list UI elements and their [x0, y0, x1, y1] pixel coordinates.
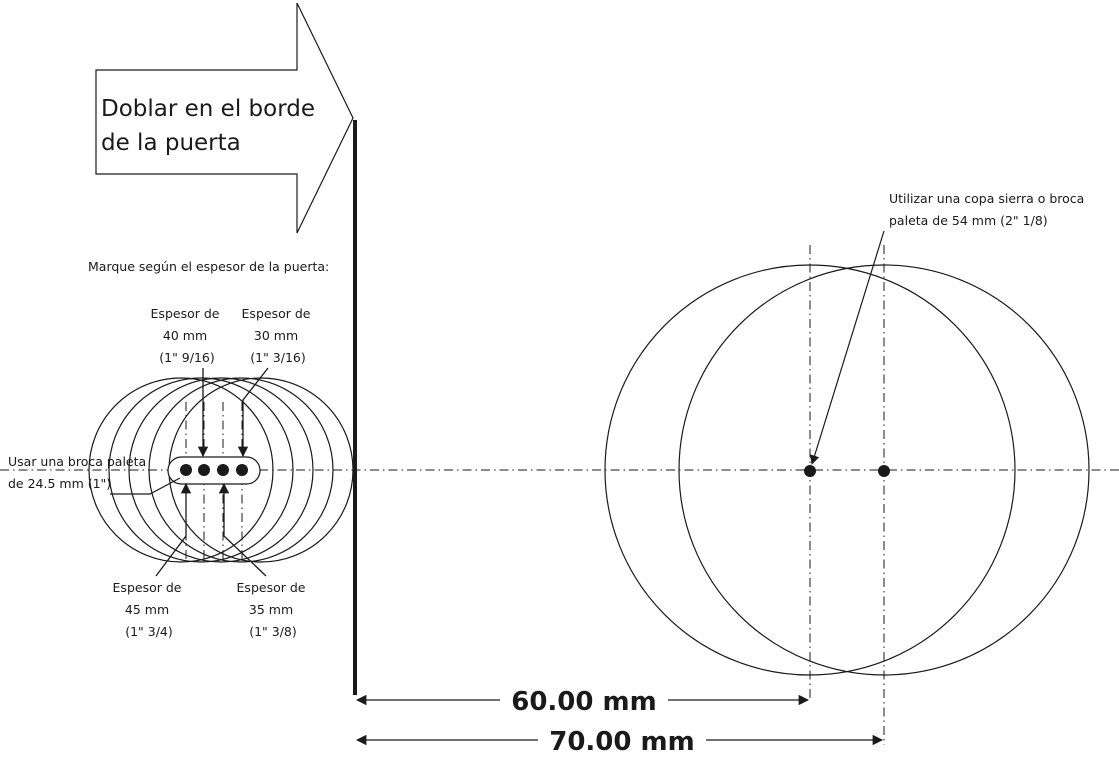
bore-points	[180, 464, 248, 476]
banner-line2: de la puerta	[101, 130, 241, 156]
small-bit-note-line2: de 24.5 mm (1")	[8, 476, 111, 491]
small-bit-leader	[110, 477, 181, 495]
large-bit-note-line2: paleta de 54 mm (2" 1/8)	[889, 213, 1048, 228]
label-35mm: Espesor de 35 mm (1" 3/8)	[237, 580, 310, 639]
large-center-lines	[809, 245, 885, 745]
banner-line1: Doblar en el borde	[101, 96, 315, 122]
label-45mm: Espesor de 45 mm (1" 3/4)	[113, 580, 186, 639]
large-bit-leader	[809, 230, 885, 465]
large-bit-note-line1: Utilizar una copa sierra o broca	[889, 191, 1084, 206]
bore-slot	[167, 456, 261, 485]
large-bore-points	[804, 465, 890, 477]
instruction-text: Marque según el espesor de la puerta:	[88, 259, 329, 274]
dimension-70-label: 70.00 mm	[549, 727, 694, 757]
label-30mm: Espesor de 30 mm (1" 3/16)	[242, 306, 315, 365]
fold-arrow	[95, 2, 354, 234]
small-bit-note-line1: Usar una broca paleta	[8, 454, 146, 469]
dimension-60-label: 60.00 mm	[511, 687, 656, 717]
label-40mm: Espesor de 40 mm (1" 9/16)	[151, 306, 224, 365]
thickness-arrows	[155, 367, 269, 577]
